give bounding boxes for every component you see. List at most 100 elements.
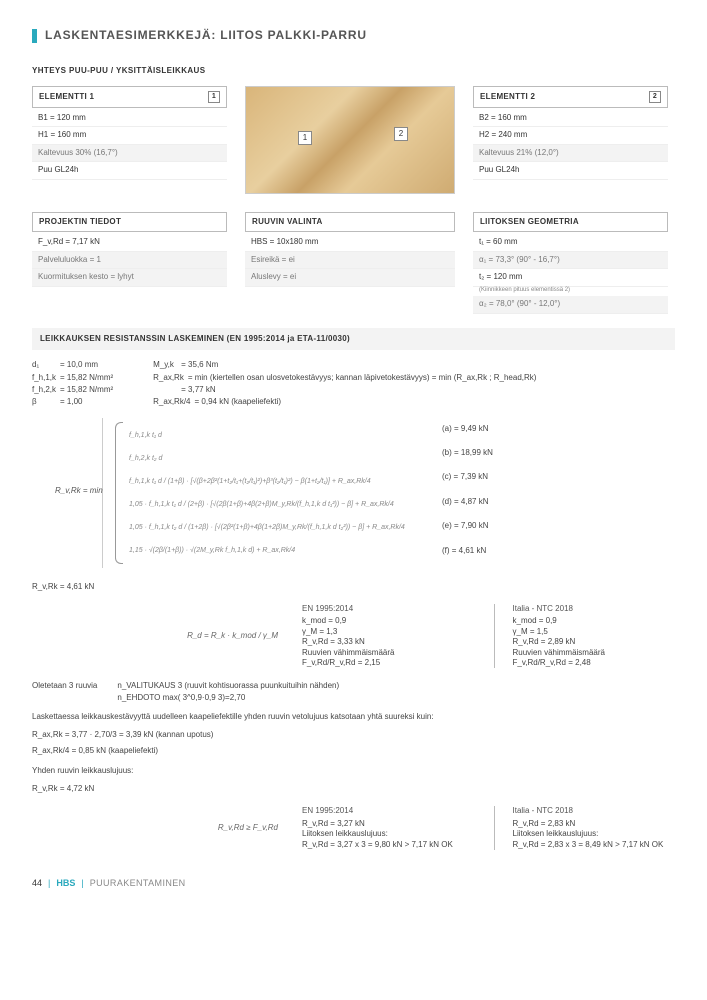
param-raxrk-v: = 3,77 kN [153, 385, 536, 395]
element2-header: ELEMENTTI 2 2 [473, 86, 668, 108]
param-k: f_h,1,k [32, 373, 56, 383]
result-d: (d) = 4,87 kN [442, 497, 493, 507]
screw-header: RUUVIN VALINTA [245, 212, 455, 232]
result-f: (f) = 4,61 kN [442, 546, 493, 556]
result-c: (c) = 7,39 kN [442, 472, 493, 482]
page-title: LASKENTAESIMERKKEJÄ: LIITOS PALKKI-PARRU [45, 28, 367, 44]
element2-number: 2 [649, 91, 661, 103]
design1-en: EN 1995:2014 k_mod = 0,9 γ_M = 1,3 R_v,R… [302, 604, 484, 668]
design2-ntc-l3: R_v,Rd = 2,83 x 3 = 8,49 kN > 7,17 kN OK [513, 840, 676, 850]
screws-block: Oletetaan 3 ruuvia n_VALITUKAUS 3 (ruuvi… [32, 680, 675, 702]
page-subtitle: YHTEYS PUU-PUU / YKSITTÄISLEIKKAUS [32, 66, 675, 76]
design2-en-l3: R_v,Rd = 3,27 x 3 = 9,80 kN > 7,17 kN OK [302, 840, 484, 850]
param-v: = min (kiertellen osan ulosvetokestävyys… [188, 373, 537, 383]
formula-d: 1,05 · f_h,1,k t₁ d / (2+β) · [√(2β(1+β)… [129, 500, 422, 509]
geometry-a1: α₁ = 73,3° (90° - 16,7°) [473, 252, 668, 269]
param-v: = 1,00 [60, 397, 82, 407]
recalc-p1: Laskettaessa leikkauskestävyyttä uudelle… [32, 711, 675, 722]
param-v: = 35,6 Nm [181, 360, 218, 370]
screw-header-label: RUUVIN VALINTA [252, 217, 323, 227]
calc-params: d₁= 10,0 mm f_h,1,k= 15,82 N/mm² f_h,2,k… [32, 360, 675, 408]
element2-b2: B2 = 160 mm [473, 110, 668, 127]
project-block: PROJEKTIN TIEDOT F_v,Rd = 7,17 kN Palvel… [32, 212, 227, 314]
footer-text: PUURAKENTAMINEN [90, 878, 186, 890]
result-b: (b) = 18,99 kN [442, 448, 493, 458]
design1-row: R_d = R_k · k_mod / γ_M EN 1995:2014 k_m… [32, 604, 675, 668]
element2-slope: Kaltevuus 21% (12,0°) [473, 145, 668, 162]
screws-nef: n_EHDOTO max( 3^0,9·0,9 3)=2,70 [117, 692, 339, 703]
design2-en-rvrd: R_v,Rd = 3,27 kN [302, 819, 484, 829]
project-header: PROJEKTIN TIEDOT [32, 212, 227, 232]
design2-ntc-title: Italia - NTC 2018 [513, 806, 676, 816]
photo-tag-2: 2 [394, 127, 408, 141]
param-k: d₁ [32, 360, 56, 370]
param-v: = 0,94 kN (kaapeliefekti) [195, 397, 282, 407]
formula-brace [115, 422, 123, 564]
geometry-t2-note: (Kiinnikkeen pituus elementissä 2) [473, 287, 668, 297]
element1-b1: B1 = 120 mm [32, 110, 227, 127]
formula-f: 1,15 · √(2β/(1+β)) · √(2M_y,Rk f_h,1,k d… [129, 546, 422, 555]
element2-block: ELEMENTTI 2 2 B2 = 160 mm H2 = 240 mm Ka… [473, 86, 668, 194]
design1-ntc-rvrd: R_v,Rd = 2,89 kN [513, 637, 676, 647]
recalc-p2: R_ax,Rk = 3,77 · 2,70/3 = 3,39 kN (kanna… [32, 730, 675, 740]
element1-header: ELEMENTTI 1 1 [32, 86, 227, 108]
formula-c: f_h,1,k t₁ d / (1+β) · [√(β+2β²(1+t₂/t₁+… [129, 477, 422, 486]
formula-e: 1,05 · f_h,1,k t₂ d / (1+2β) · [√(2β²(1+… [129, 523, 422, 532]
param-d1: d₁= 10,0 mm [32, 360, 113, 370]
design1-en-gm: γ_M = 1,3 [302, 627, 484, 637]
geometry-t2: t₂ = 120 mm [473, 269, 668, 286]
element1-wood: Puu GL24h [32, 162, 227, 179]
footer-sep2: | [81, 878, 83, 890]
geometry-block: LIITOKSEN GEOMETRIA t₁ = 60 mm α₁ = 73,3… [473, 212, 668, 314]
element1-block: ELEMENTTI 1 1 B1 = 120 mm H1 = 160 mm Ka… [32, 86, 227, 194]
geometry-header-label: LIITOKSEN GEOMETRIA [480, 217, 579, 227]
element2-wood: Puu GL24h [473, 162, 668, 179]
design2-en-l2: Liitoksen leikkauslujuus: [302, 829, 484, 839]
params-col1: d₁= 10,0 mm f_h,1,k= 15,82 N/mm² f_h,2,k… [32, 360, 113, 408]
project-fvrd: F_v,Rd = 7,17 kN [32, 234, 227, 251]
element1-number: 1 [208, 91, 220, 103]
page-title-row: LASKENTAESIMERKKEJÄ: LIITOS PALKKI-PARRU [32, 28, 675, 44]
design1-en-title: EN 1995:2014 [302, 604, 484, 614]
element2-header-label: ELEMENTTI 2 [480, 92, 535, 102]
param-k: β [32, 397, 56, 407]
screw-washer: Aluslevy = ei [245, 269, 455, 286]
design2-row: R_v,Rd ≥ F_v,Rd EN 1995:2014 R_v,Rd = 3,… [32, 806, 675, 850]
result-e: (e) = 7,90 kN [442, 521, 493, 531]
element1-h1: H1 = 160 mm [32, 127, 227, 144]
param-raxrk4: R_ax,Rk/4= 0,94 kN (kaapeliefekti) [153, 397, 536, 407]
result-a: (a) = 9,49 kN [442, 424, 493, 434]
formula-a: f_h,1,k t₁ d [129, 431, 422, 440]
joint-photo: 1 2 [245, 86, 455, 194]
screws-nvalid: n_VALITUKAUS 3 (ruuvit kohtisuorassa puu… [117, 680, 339, 691]
design1-en-min: Ruuvien vähimmäismäärä [302, 648, 484, 658]
design2-ntc: Italia - NTC 2018 R_v,Rd = 2,83 kN Liito… [494, 806, 676, 850]
calc-header: LEIKKAUKSEN RESISTANSSIN LASKEMINEN (EN … [32, 328, 675, 350]
screw-block: RUUVIN VALINTA HBS = 10x180 mm Esireikä … [245, 212, 455, 314]
design2-en-title: EN 1995:2014 [302, 806, 484, 816]
footer-brand: HBS [56, 878, 75, 890]
element2-h2: H2 = 240 mm [473, 127, 668, 144]
formula-area: f_h,1,k t₁ d f_h,2,k t₂ d f_h,1,k t₁ d /… [32, 418, 675, 568]
footer-sep1: | [48, 878, 50, 890]
design1-ntc-kmod: k_mod = 0,9 [513, 616, 676, 626]
geometry-t1: t₁ = 60 mm [473, 234, 668, 251]
design1-ntc-ratio: F_v,Rd/R_v,Rd = 2,48 [513, 658, 676, 668]
geometry-a2: α₂ = 78,0° (90° - 12,0°) [473, 296, 668, 313]
param-myk: M_y,k= 35,6 Nm [153, 360, 536, 370]
param-raxrk: R_ax,Rk= min (kiertellen osan ulosvetoke… [153, 373, 536, 383]
design1-en-kmod: k_mod = 0,9 [302, 616, 484, 626]
param-v: = 3,77 kN [181, 385, 215, 395]
rvk-value: R_v,Rk = 4,61 kN [32, 582, 675, 592]
element1-header-label: ELEMENTTI 1 [39, 92, 94, 102]
page-footer: 44 | HBS | PUURAKENTAMINEN [32, 878, 675, 890]
param-k [153, 385, 177, 395]
design2-formula: R_v,Rd ≥ F_v,Rd [32, 806, 292, 850]
param-v: = 15,82 N/mm² [60, 373, 113, 383]
design1-ntc-gm: γ_M = 1,5 [513, 627, 676, 637]
screws-label: Oletetaan 3 ruuvia [32, 680, 97, 702]
design1-ntc: Italia - NTC 2018 k_mod = 0,9 γ_M = 1,5 … [494, 604, 676, 668]
recalc-p3: R_ax,Rk/4 = 0,85 kN (kaapeliefekti) [32, 746, 675, 756]
project-duration: Kuormituksen kesto = lyhyt [32, 269, 227, 286]
design1-formula: R_d = R_k · k_mod / γ_M [32, 604, 292, 668]
